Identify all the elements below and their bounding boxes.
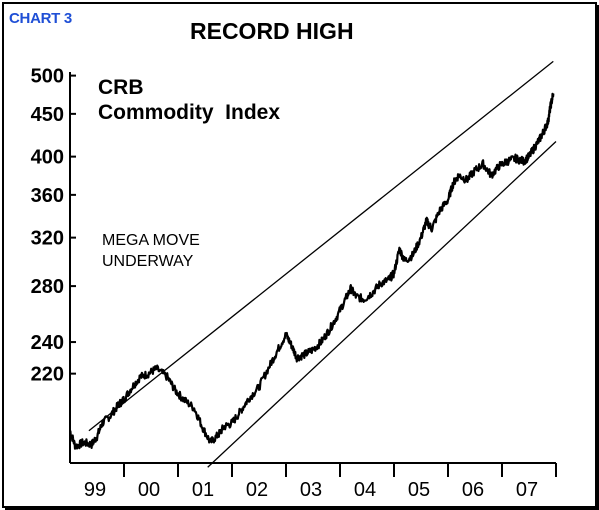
trend-channel <box>88 60 557 468</box>
y-tick-label: 400 <box>31 147 64 169</box>
chart-number-label: CHART 3 <box>9 10 72 27</box>
x-tick-label: 05 <box>408 479 430 501</box>
y-tick-label: 240 <box>31 332 64 354</box>
x-tick-label: 04 <box>354 479 376 501</box>
annotation-line-1: MEGA MOVE <box>102 232 200 249</box>
x-tick-label: 99 <box>84 479 106 501</box>
trend-line-upper <box>88 60 554 432</box>
series-name-line-2: Commodity Index <box>98 101 280 124</box>
x-tick-label: 01 <box>192 479 214 501</box>
x-tick-label: 03 <box>300 479 322 501</box>
chart-title: RECORD HIGH <box>190 18 354 44</box>
y-tick-label: 500 <box>31 66 64 88</box>
y-tick-label: 220 <box>31 364 64 386</box>
series-name-line-1: CRB <box>98 76 144 99</box>
trend-line-lower <box>207 141 557 468</box>
axes: 500 450 400 360 320 280 240 220 99 00 01 02 03 04 05 06… <box>31 66 557 501</box>
x-tick-label: 06 <box>462 479 484 501</box>
series-line-crb <box>69 92 555 450</box>
x-tick-label: 00 <box>138 479 160 501</box>
annotation-line-2: UNDERWAY <box>102 253 194 270</box>
y-tick-label: 280 <box>31 276 64 298</box>
y-tick-label: 450 <box>31 104 64 126</box>
y-tick-label: 320 <box>31 228 64 250</box>
x-tick-label: 07 <box>516 479 538 501</box>
y-tick-label: 360 <box>31 185 64 207</box>
x-tick-label: 02 <box>246 479 268 501</box>
series-group <box>69 92 555 450</box>
